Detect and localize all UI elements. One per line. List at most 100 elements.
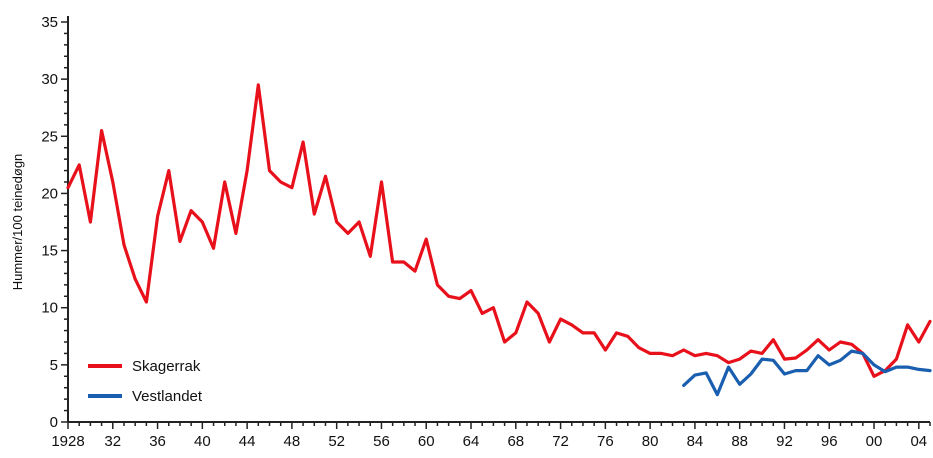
x-tick-label: 88	[731, 433, 748, 450]
data-point-skagerrak	[895, 357, 898, 361]
x-tick-label: 32	[104, 433, 121, 450]
data-point-skagerrak	[592, 331, 596, 335]
data-point-skagerrak	[693, 354, 697, 357]
data-point-skagerrak	[66, 186, 70, 189]
data-point-skagerrak	[760, 352, 764, 355]
x-tick-label: 40	[194, 433, 211, 450]
data-point-vestlandet	[895, 365, 898, 369]
data-point-skagerrak	[178, 240, 182, 243]
data-point-skagerrak	[536, 312, 540, 315]
data-point-vestlandet	[906, 365, 909, 369]
data-point-skagerrak	[335, 220, 338, 224]
data-point-vestlandet	[738, 383, 741, 386]
data-point-skagerrak	[772, 338, 775, 341]
data-point-skagerrak	[223, 180, 226, 184]
data-point-skagerrak	[324, 175, 327, 178]
legend-label-skagerrak: Skagerrak	[132, 358, 201, 375]
data-point-skagerrak	[279, 180, 282, 184]
data-point-skagerrak	[749, 349, 753, 353]
data-point-skagerrak	[156, 215, 159, 218]
data-point-skagerrak	[794, 356, 797, 360]
data-point-vestlandet	[872, 363, 876, 367]
data-point-vestlandet	[850, 349, 853, 353]
data-point-vestlandet	[760, 357, 764, 361]
data-point-skagerrak	[648, 352, 652, 355]
data-point-skagerrak	[425, 237, 428, 241]
data-point-skagerrak	[660, 352, 663, 355]
data-point-skagerrak	[301, 140, 305, 144]
data-point-skagerrak	[481, 312, 484, 315]
x-tick-label: 80	[642, 433, 659, 450]
data-point-vestlandet	[828, 363, 831, 367]
x-tick-label: 72	[552, 433, 569, 450]
data-point-skagerrak	[928, 320, 932, 323]
data-point-vestlandet	[928, 369, 932, 372]
data-point-vestlandet	[772, 359, 775, 362]
data-point-vestlandet	[917, 368, 921, 371]
data-point-skagerrak	[906, 323, 909, 327]
data-point-skagerrak	[89, 220, 92, 224]
y-tick-label: 30	[41, 71, 58, 88]
data-point-skagerrak	[313, 212, 316, 216]
data-point-skagerrak	[257, 83, 260, 87]
data-point-skagerrak	[290, 186, 294, 189]
data-point-skagerrak	[850, 343, 853, 346]
data-point-vestlandet	[805, 369, 809, 372]
data-point-skagerrak	[626, 335, 629, 338]
data-point-skagerrak	[570, 323, 573, 327]
x-tick-label: 84	[687, 433, 704, 450]
data-point-skagerrak	[805, 348, 809, 352]
x-tick-label: 44	[239, 433, 256, 450]
data-point-skagerrak	[402, 260, 406, 264]
data-point-vestlandet	[716, 393, 719, 396]
data-point-skagerrak	[704, 352, 708, 355]
data-point-skagerrak	[346, 232, 350, 235]
x-tick-label: 36	[149, 433, 166, 450]
y-tick-label: 5	[50, 357, 58, 374]
data-point-vestlandet	[839, 359, 842, 362]
data-point-vestlandet	[727, 365, 730, 369]
data-point-skagerrak	[122, 243, 126, 247]
legend-label-vestlandet: Vestlandet	[132, 388, 203, 405]
data-point-skagerrak	[268, 169, 271, 172]
data-point-skagerrak	[514, 331, 517, 335]
data-point-skagerrak	[559, 317, 562, 321]
y-tick-label: 25	[41, 128, 58, 145]
data-point-skagerrak	[391, 260, 394, 264]
x-tick-label: 64	[463, 433, 480, 450]
x-tick-label: 48	[284, 433, 301, 450]
y-tick-label: 0	[50, 414, 58, 431]
x-tick-label: 1928	[51, 433, 84, 450]
y-axis-label: Hummer/100 teinedøgn	[10, 154, 25, 291]
data-point-vestlandet	[693, 373, 697, 377]
data-point-vestlandet	[682, 384, 685, 387]
data-point-skagerrak	[492, 306, 495, 309]
data-point-skagerrak	[637, 346, 641, 349]
data-point-skagerrak	[167, 169, 170, 172]
data-point-skagerrak	[548, 340, 551, 344]
data-point-vestlandet	[816, 354, 820, 357]
y-tick-label: 35	[41, 14, 58, 31]
x-tick-label: 04	[910, 433, 927, 450]
x-tick-label: 60	[418, 433, 435, 450]
data-point-skagerrak	[111, 180, 114, 184]
data-point-skagerrak	[357, 220, 361, 224]
x-tick-label: 56	[373, 433, 390, 450]
x-tick-label: 52	[328, 433, 345, 450]
y-tick-label: 15	[41, 243, 58, 260]
data-point-skagerrak	[828, 348, 831, 352]
data-point-vestlandet	[783, 372, 786, 376]
x-tick-label: 68	[507, 433, 524, 450]
data-point-skagerrak	[604, 348, 607, 352]
data-point-skagerrak	[436, 283, 439, 287]
x-tick-label: 76	[597, 433, 614, 450]
x-tick-label: 00	[866, 433, 883, 450]
data-point-vestlandet	[749, 372, 753, 376]
data-point-skagerrak	[525, 300, 529, 304]
data-point-skagerrak	[245, 169, 249, 172]
data-point-skagerrak	[738, 357, 741, 361]
data-point-skagerrak	[917, 340, 921, 344]
data-point-skagerrak	[469, 289, 473, 292]
data-point-skagerrak	[133, 277, 137, 281]
data-point-vestlandet	[704, 371, 708, 375]
